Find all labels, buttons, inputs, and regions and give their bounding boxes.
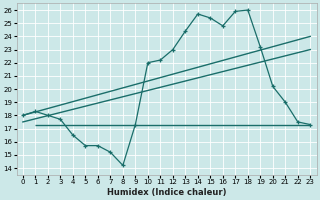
X-axis label: Humidex (Indice chaleur): Humidex (Indice chaleur) xyxy=(107,188,226,197)
